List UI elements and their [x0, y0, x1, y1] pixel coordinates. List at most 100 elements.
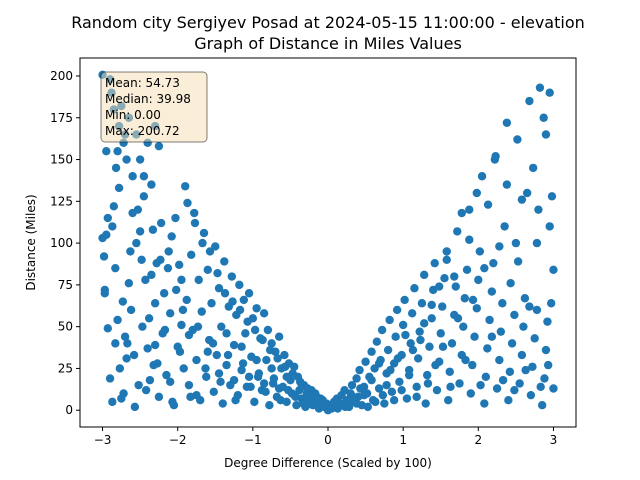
data-point	[472, 188, 481, 198]
data-point	[303, 384, 312, 393]
data-point	[135, 155, 145, 164]
data-point	[197, 307, 206, 316]
data-point	[468, 295, 478, 305]
data-point	[520, 294, 530, 303]
data-point	[217, 322, 226, 331]
data-point	[412, 382, 421, 392]
data-point	[530, 334, 539, 343]
data-point	[521, 365, 530, 375]
data-point	[500, 222, 509, 231]
data-point	[472, 304, 481, 313]
data-point	[184, 380, 194, 390]
data-point	[459, 322, 468, 331]
data-points	[98, 70, 558, 415]
data-point	[111, 163, 121, 173]
data-point	[496, 327, 506, 336]
data-point	[347, 380, 357, 390]
data-point	[229, 340, 239, 350]
data-point	[525, 96, 534, 106]
data-point	[380, 399, 389, 408]
data-point	[183, 198, 192, 208]
data-point	[532, 238, 542, 248]
data-point	[465, 205, 474, 214]
data-point	[159, 289, 169, 298]
data-point	[326, 404, 335, 413]
data-point	[465, 235, 474, 244]
data-point	[543, 360, 553, 370]
data-point	[175, 260, 184, 270]
data-point	[476, 380, 485, 390]
data-point	[267, 364, 276, 373]
data-point	[507, 339, 517, 348]
data-point	[367, 375, 376, 385]
data-point	[273, 354, 282, 363]
data-point	[395, 377, 404, 387]
data-point	[193, 322, 203, 331]
x-tick-label: −3	[94, 433, 112, 447]
data-point	[111, 263, 120, 273]
data-point	[289, 362, 299, 371]
data-point	[124, 279, 134, 288]
data-point	[515, 379, 524, 388]
data-point	[156, 218, 166, 228]
data-point	[283, 385, 293, 395]
data-point	[187, 250, 196, 259]
chart-title-line1: Random city Sergiyev Posad at 2024-05-15…	[71, 13, 585, 32]
data-point	[265, 345, 275, 355]
data-point	[235, 280, 244, 290]
data-point	[202, 372, 211, 381]
data-point	[147, 180, 156, 189]
data-point	[393, 354, 403, 363]
data-point	[150, 340, 160, 350]
data-point	[165, 377, 175, 387]
data-point	[138, 322, 147, 331]
chart-title-line2: Graph of Distance in Miles Values	[194, 34, 462, 53]
data-point	[246, 382, 255, 392]
data-point	[549, 384, 558, 393]
data-point	[105, 374, 115, 383]
data-point	[432, 385, 442, 395]
data-point	[133, 205, 143, 214]
x-axis-ticks: −3 −2 −1 0 1 2 3	[94, 427, 557, 447]
data-point	[344, 395, 354, 405]
data-point	[163, 263, 173, 273]
data-point	[154, 141, 164, 151]
x-tick-label: 1	[399, 433, 407, 447]
data-point	[208, 339, 218, 348]
data-point	[190, 208, 199, 218]
data-point	[495, 242, 504, 251]
y-tick-label: 125	[50, 194, 73, 208]
data-point	[461, 355, 470, 365]
data-point	[470, 332, 479, 341]
data-point	[491, 152, 500, 161]
data-point	[510, 385, 519, 395]
data-point	[413, 354, 423, 363]
data-point	[182, 295, 191, 305]
data-point	[412, 392, 421, 402]
data-point	[199, 228, 209, 238]
data-point	[243, 317, 252, 326]
data-point	[123, 339, 132, 348]
y-tick-label: 175	[50, 111, 73, 125]
data-point	[237, 342, 246, 351]
data-point	[526, 390, 536, 400]
data-point	[99, 252, 109, 261]
data-point	[528, 163, 538, 173]
data-point	[150, 299, 160, 308]
data-point	[480, 399, 489, 408]
y-tick-label: 0	[65, 403, 73, 417]
y-axis-ticks: 0 25 50 75 100 125 150 175 200	[50, 69, 80, 417]
data-point	[218, 399, 227, 408]
data-point	[522, 188, 532, 198]
data-point	[115, 364, 125, 373]
data-point	[295, 377, 305, 387]
data-point	[430, 258, 439, 268]
data-point	[237, 365, 246, 375]
data-point	[487, 332, 497, 341]
data-point	[139, 172, 149, 181]
data-point	[451, 282, 460, 291]
data-point	[453, 314, 463, 323]
data-point	[352, 399, 361, 408]
data-point	[382, 380, 391, 390]
data-point	[513, 135, 522, 144]
